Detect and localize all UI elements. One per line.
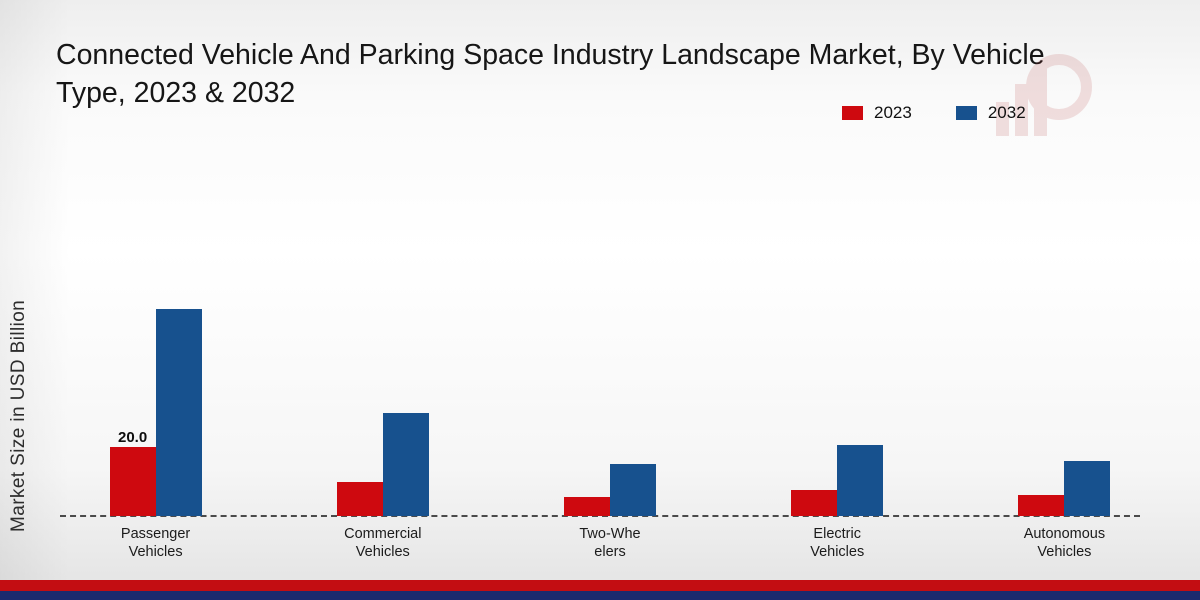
watermark-bars-icon (996, 66, 1047, 136)
bar-group-electric-vehicles: Electric Vehicles (724, 0, 951, 560)
bar-2032-two-wheelers (610, 464, 656, 516)
category-label-autonomous-vehicles: Autonomous Vehicles (1023, 526, 1106, 560)
y-axis-label: Market Size in USD Billion (8, 299, 29, 532)
footer-navy-stripe (0, 591, 1200, 600)
category-label-two-wheelers: Two-Whe elers (579, 526, 641, 560)
bar-2032-autonomous-vehicles (1064, 460, 1111, 516)
watermark-logo (992, 50, 1092, 140)
category-label-passenger-vehicles: Passenger Vehicles (120, 526, 191, 560)
bar-2032-electric-vehicles (837, 445, 884, 516)
legend-item-2023: 2023 (842, 103, 912, 123)
chart-title: Connected Vehicle And Parking Space Indu… (56, 36, 1186, 112)
bar-group-commercial-vehicles: Commercial Vehicles (269, 0, 496, 560)
bar-group-autonomous-vehicles: Autonomous Vehicles (951, 0, 1178, 560)
bar-2023-passenger-vehicles (109, 447, 156, 516)
bar-2032-passenger-vehicles (155, 309, 202, 516)
legend-label-2032: 2032 (987, 103, 1026, 122)
chart-title-line-1: Connected Vehicle And Parking Space Indu… (56, 39, 1045, 71)
bar-group-passenger-vehicles: 20.0 Passenger Vehicles (42, 0, 269, 560)
category-label-electric-vehicles: Electric Vehicles (810, 526, 865, 560)
legend-swatch-2023 (842, 106, 863, 120)
watermark-ring-icon (1026, 54, 1092, 120)
bar-group-two-wheelers: Two-Whe elers (496, 0, 723, 560)
chart-title-line-2: Type, 2023 & 2032 (56, 77, 296, 109)
bar-2023-autonomous-vehicles (1018, 495, 1065, 516)
bar-2023-commercial-vehicles (336, 481, 383, 516)
bar-2023-electric-vehicles (791, 490, 838, 516)
plot-area: 20.0 Passenger Vehicles Commercial Vehicles T… (42, 0, 1178, 560)
x-axis-line (60, 515, 1140, 517)
bar-value-label-2023-passenger-vehicles: 20.0 (117, 429, 148, 446)
bar-2032-commercial-vehicles (382, 412, 429, 516)
footer-red-stripe (0, 580, 1200, 591)
category-label-commercial-vehicles: Commercial Vehicles (344, 526, 422, 560)
legend: 2023 2032 (842, 103, 1026, 123)
legend-item-2032: 2032 (955, 103, 1026, 123)
bar-2023-two-wheelers (564, 497, 610, 516)
legend-label-2023: 2023 (874, 103, 912, 122)
legend-swatch-2032 (955, 106, 977, 120)
